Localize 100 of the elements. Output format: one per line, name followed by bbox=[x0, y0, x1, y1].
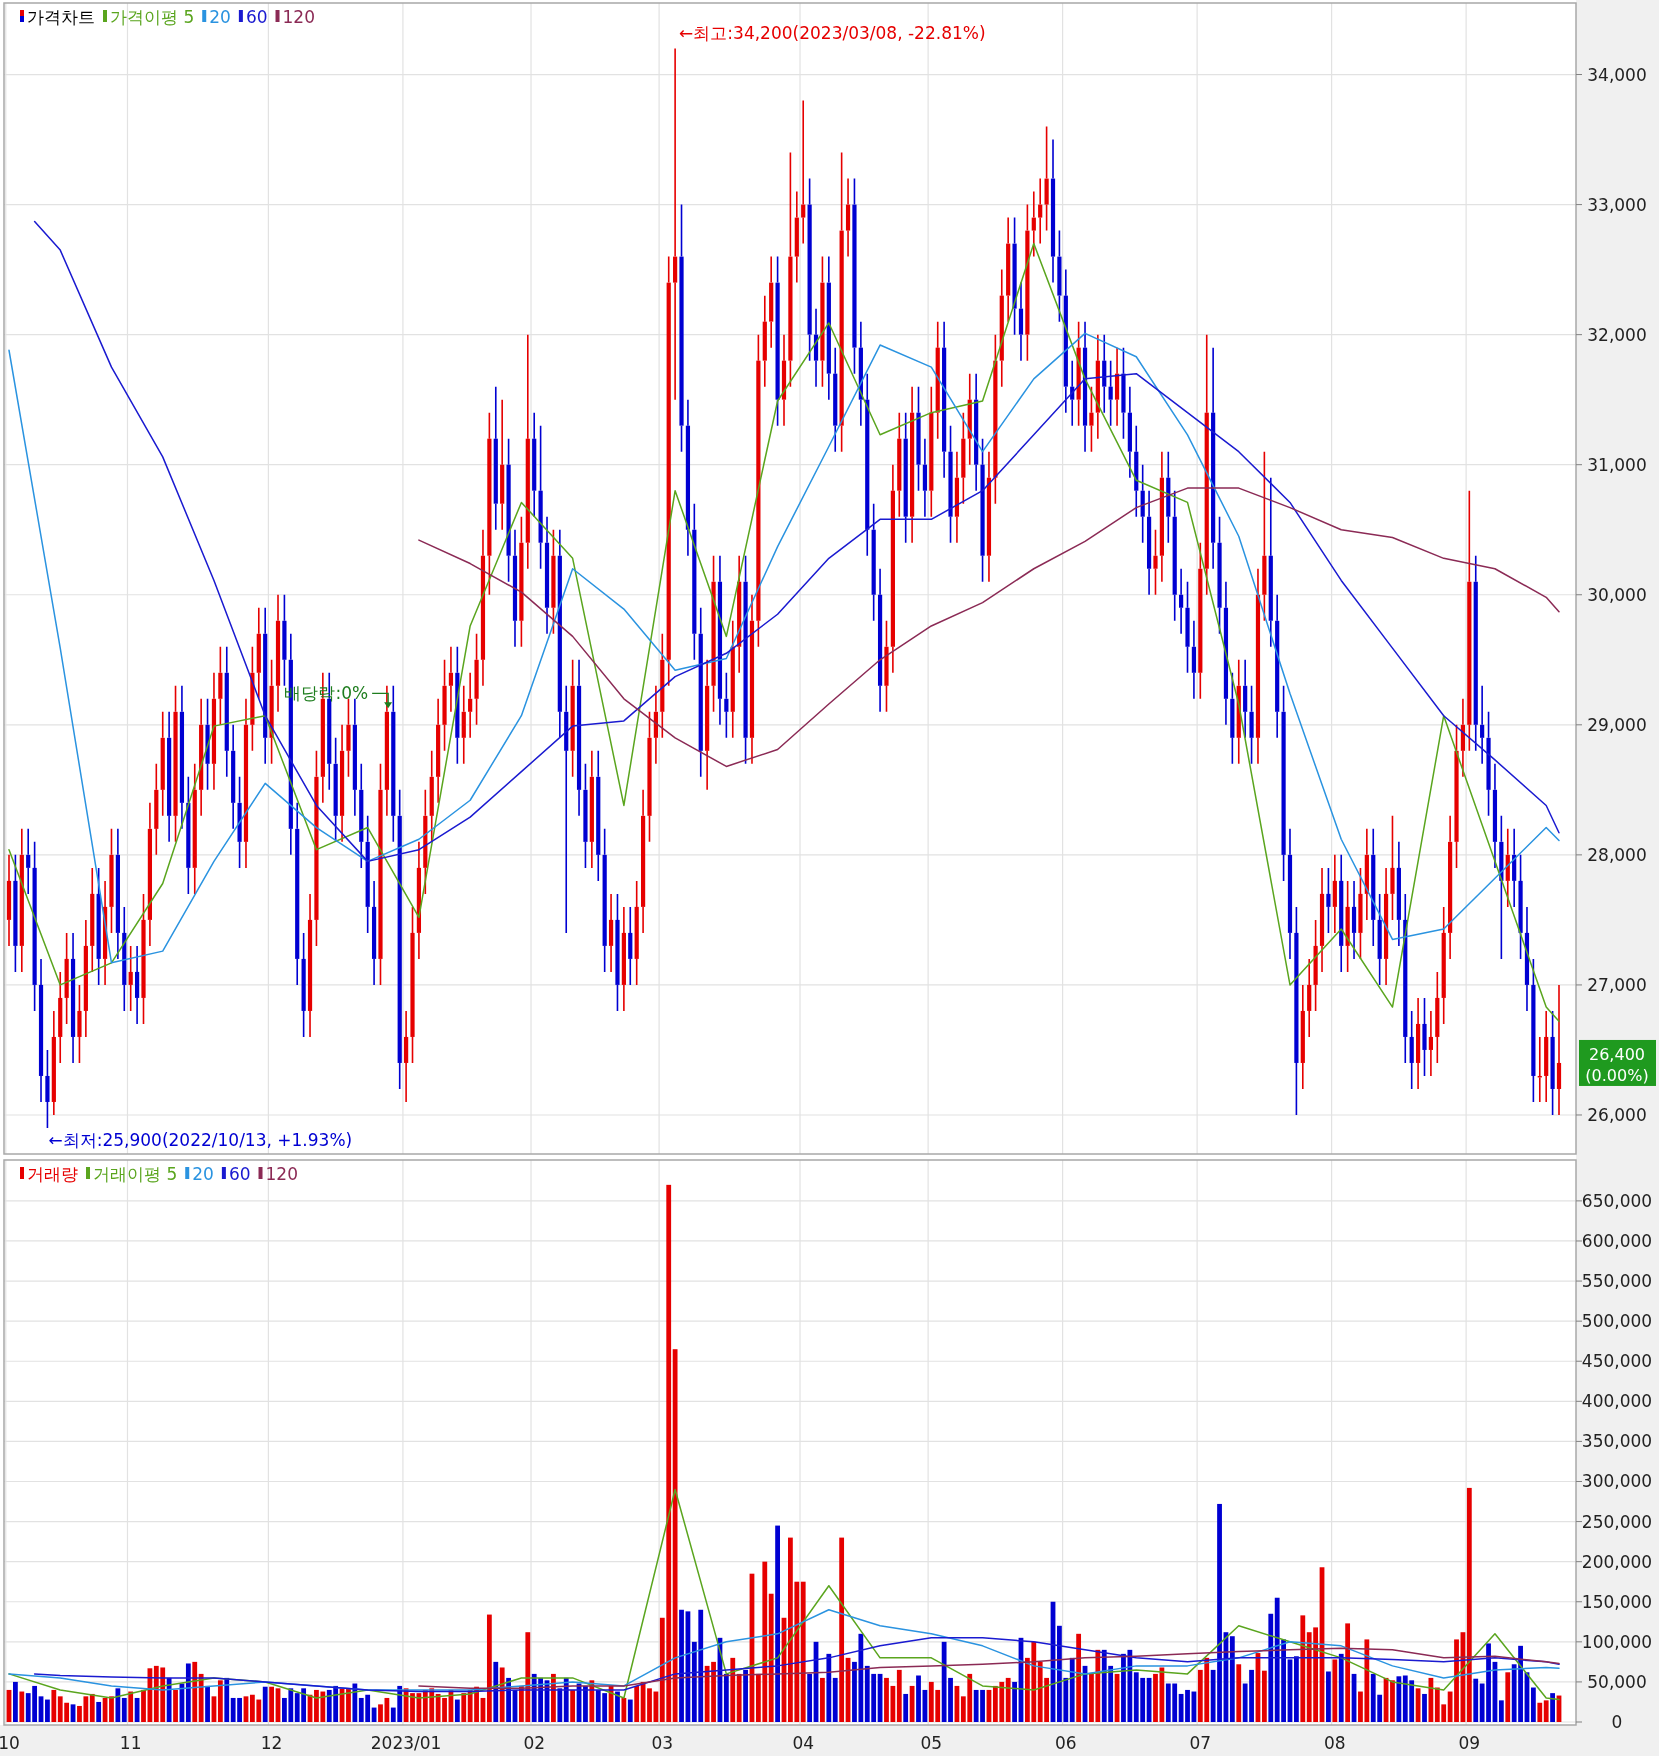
candlestick bbox=[1198, 541, 1203, 700]
bar bbox=[647, 1688, 652, 1722]
y-tick-label: 30,000 bbox=[1587, 584, 1647, 605]
bar bbox=[775, 1525, 780, 1722]
bar bbox=[1498, 1700, 1504, 1722]
legend-label: 가격차트 bbox=[27, 7, 95, 27]
candlestick bbox=[576, 658, 582, 817]
bar bbox=[768, 1593, 774, 1722]
candlestick bbox=[615, 893, 620, 1012]
candlestick bbox=[525, 333, 530, 570]
bar bbox=[1069, 1657, 1075, 1722]
candlestick bbox=[448, 645, 454, 713]
candlestick bbox=[749, 593, 755, 765]
bar bbox=[1268, 1613, 1274, 1722]
bar bbox=[51, 1689, 57, 1722]
x-tick-label: 11 bbox=[119, 1733, 142, 1753]
candlestick bbox=[730, 619, 735, 739]
candlestick bbox=[1159, 450, 1164, 583]
x-tick-label: 10 bbox=[0, 1733, 20, 1753]
y-tick-label: 50,000 bbox=[1587, 1671, 1647, 1692]
x-tick-label: 09 bbox=[1458, 1733, 1481, 1753]
x-tick-label: 08 bbox=[1324, 1733, 1346, 1753]
candlestick bbox=[275, 593, 281, 713]
bar bbox=[1550, 1693, 1555, 1722]
candlestick bbox=[359, 763, 364, 869]
candlestick bbox=[1486, 711, 1491, 817]
bar bbox=[916, 1675, 921, 1722]
candlestick bbox=[1326, 867, 1331, 934]
candlestick bbox=[70, 932, 76, 1064]
candlestick bbox=[141, 893, 146, 1025]
bar bbox=[461, 1693, 467, 1722]
line-series bbox=[8, 1609, 1560, 1691]
candlestick bbox=[128, 945, 133, 1012]
candlestick bbox=[596, 750, 601, 882]
bar bbox=[1422, 1693, 1427, 1722]
candlestick bbox=[167, 711, 172, 843]
candlestick bbox=[1531, 958, 1536, 1103]
candlestick bbox=[1140, 463, 1145, 544]
bar bbox=[96, 1701, 102, 1722]
bar bbox=[1396, 1676, 1402, 1722]
candlestick bbox=[487, 411, 492, 596]
candlestick bbox=[628, 906, 633, 986]
candlestick bbox=[666, 255, 671, 687]
bar bbox=[557, 1688, 563, 1722]
line-series bbox=[418, 487, 1560, 768]
candlestick bbox=[1435, 971, 1440, 1064]
candlestick bbox=[660, 632, 665, 739]
candlestick bbox=[1172, 489, 1177, 622]
x-tick-label: 02 bbox=[523, 1733, 546, 1753]
y-tick-label: 400,000 bbox=[1581, 1391, 1653, 1412]
bar bbox=[224, 1677, 230, 1722]
candlestick bbox=[1179, 567, 1184, 635]
candlestick bbox=[468, 671, 473, 739]
candlestick bbox=[679, 203, 684, 453]
candlestick bbox=[1339, 854, 1344, 973]
candlestick bbox=[263, 606, 268, 765]
candlestick bbox=[1358, 867, 1363, 960]
line-series bbox=[418, 1647, 1560, 1690]
bar bbox=[262, 1686, 268, 1722]
candlestick bbox=[538, 424, 543, 570]
bar bbox=[352, 1683, 358, 1722]
candlestick bbox=[109, 828, 114, 934]
candlestick bbox=[756, 333, 761, 648]
candlestick bbox=[1492, 763, 1498, 869]
y-tick-label: 300,000 bbox=[1581, 1471, 1653, 1492]
candlestick bbox=[64, 932, 69, 1025]
candlestick bbox=[1255, 567, 1261, 765]
x-tick-label: 2023/01 bbox=[370, 1733, 442, 1753]
y-tick-label: 350,000 bbox=[1581, 1431, 1653, 1452]
candlestick bbox=[1268, 476, 1273, 648]
legend-label: 60 bbox=[245, 7, 268, 27]
candlestick bbox=[243, 698, 249, 869]
x-tick-label: 04 bbox=[792, 1733, 815, 1753]
bar bbox=[672, 1349, 678, 1722]
candlestick bbox=[295, 802, 300, 986]
text: 26,400 (0.00%) bbox=[1585, 1044, 1649, 1085]
candlestick bbox=[404, 1010, 409, 1103]
candlestick bbox=[1044, 125, 1049, 232]
candlestick bbox=[929, 385, 934, 518]
bar bbox=[115, 1688, 121, 1722]
candlestick bbox=[154, 763, 159, 856]
candlestick bbox=[13, 854, 18, 973]
candlestick bbox=[179, 685, 185, 830]
candlestick bbox=[877, 567, 883, 713]
candlestick bbox=[256, 606, 261, 700]
bar bbox=[192, 1661, 198, 1722]
bar bbox=[1005, 1677, 1011, 1722]
bar bbox=[723, 1673, 729, 1722]
candlestick bbox=[589, 750, 594, 869]
candlestick bbox=[506, 437, 511, 583]
candlestick bbox=[769, 255, 774, 349]
candlestick bbox=[19, 828, 24, 973]
candlestick bbox=[461, 685, 466, 765]
candlestick bbox=[1153, 528, 1158, 596]
candlestick bbox=[1448, 815, 1453, 960]
candlestick bbox=[1249, 685, 1254, 765]
candlestick bbox=[1377, 893, 1382, 986]
candlestick bbox=[1287, 828, 1293, 960]
bar bbox=[1543, 1700, 1549, 1722]
candlestick bbox=[1351, 880, 1357, 960]
